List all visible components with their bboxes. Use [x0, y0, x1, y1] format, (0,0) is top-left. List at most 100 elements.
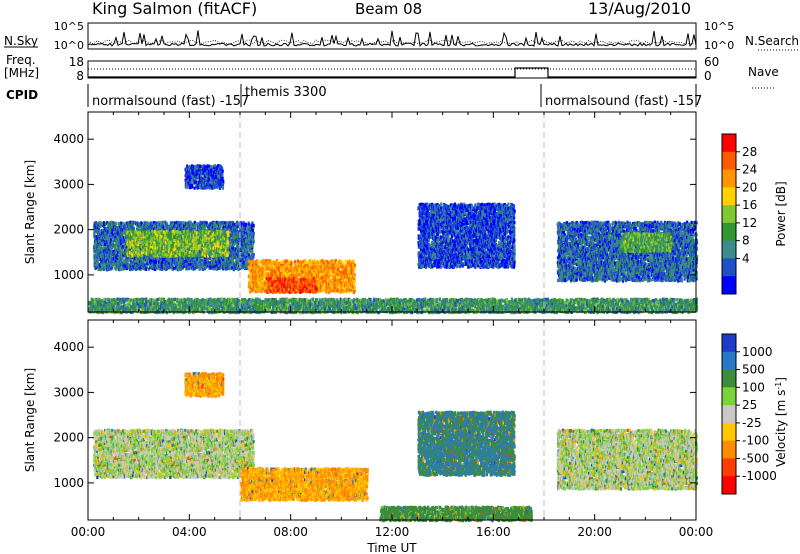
- power-cell: [156, 263, 159, 267]
- power-cell: [123, 263, 126, 267]
- power-cell: [227, 250, 230, 255]
- power-cell: [125, 257, 128, 261]
- power-cell: [115, 266, 119, 270]
- power-cell: [154, 223, 157, 227]
- cpid-segment-1: normalsound (fast) -157: [92, 94, 249, 109]
- power-cell: [101, 251, 104, 255]
- power-cell: [171, 221, 175, 225]
- station-title: King Salmon (fitACF): [92, 0, 257, 18]
- power-cell: [93, 261, 96, 265]
- power-cell: [151, 260, 154, 264]
- power-cell: [117, 233, 120, 237]
- power-cell: [97, 253, 100, 257]
- power-cell: [105, 227, 108, 231]
- nsky-trace: [87, 30, 697, 48]
- power-cell: [120, 228, 123, 232]
- power-cell: [93, 244, 96, 248]
- power-cell: [123, 230, 126, 234]
- power-cell: [200, 259, 203, 263]
- power-cell: [162, 225, 165, 229]
- power-cell: [153, 260, 156, 264]
- power-cell: [93, 254, 96, 258]
- power-cell: [148, 231, 151, 235]
- power-cell: [102, 224, 105, 228]
- power-cell: [107, 261, 110, 265]
- power-cell: [93, 232, 96, 236]
- power-cell: [113, 263, 116, 267]
- power-cell: [171, 267, 174, 271]
- power-cell: [122, 240, 125, 244]
- power-cell: [103, 234, 106, 238]
- power-cell: [102, 228, 105, 232]
- power-cell: [107, 253, 110, 257]
- power-cell: [144, 267, 147, 271]
- power-cell: [104, 231, 107, 235]
- power-cell: [111, 239, 115, 243]
- power-cell: [93, 221, 96, 225]
- power-cell: [137, 226, 140, 230]
- power-cell: [163, 260, 166, 264]
- power-cell: [140, 222, 143, 226]
- freq-unit: [MHz]: [4, 66, 39, 80]
- power-cell: [141, 225, 144, 230]
- power-cell: [107, 236, 110, 240]
- power-cell: [99, 224, 102, 229]
- power-cell: [171, 265, 175, 269]
- power-cell: [146, 261, 149, 266]
- power-cell: [98, 254, 101, 259]
- power-cell: [119, 257, 122, 261]
- power-cell: [104, 242, 107, 247]
- power-cell: [150, 256, 153, 260]
- power-cell: [144, 222, 147, 226]
- power-cell: [99, 268, 102, 272]
- power-cell: [142, 261, 145, 266]
- power-cell: [111, 233, 114, 237]
- power-cell: [109, 230, 112, 234]
- power-cell: [113, 221, 116, 225]
- power-cell: [252, 235, 255, 239]
- power-cell: [252, 238, 255, 242]
- power-cell: [98, 227, 101, 231]
- power-cell: [152, 224, 155, 228]
- power-cell: [95, 250, 98, 254]
- nave-tick-bottom: 0: [704, 69, 712, 83]
- power-cell: [113, 232, 117, 236]
- power-cell: [151, 229, 154, 233]
- power-cell: [132, 220, 135, 224]
- power-cell: [108, 243, 111, 247]
- power-cell: [191, 185, 194, 189]
- nsky-panel: N.Sky 10^5 10^0 N.Search 10^5 10^0: [4, 20, 799, 52]
- power-cell: [145, 263, 149, 267]
- power-cell: [94, 238, 97, 242]
- power-cell: [124, 223, 127, 228]
- power-cell: [110, 257, 114, 261]
- power-cell: [157, 258, 160, 262]
- power-cell: [142, 259, 145, 263]
- power-cell: [142, 267, 145, 271]
- power-cell: [110, 243, 113, 247]
- power-cell: [117, 243, 120, 247]
- power-cell: [118, 246, 121, 250]
- power-cell: [152, 258, 155, 262]
- power-cell: [100, 251, 103, 255]
- power-cell: [132, 226, 135, 230]
- power-cell: [98, 239, 101, 243]
- power-cell: [164, 226, 167, 230]
- power-cell: [137, 263, 140, 267]
- power-cell: [110, 237, 113, 241]
- power-cell: [227, 230, 230, 234]
- power-cell: [96, 226, 99, 230]
- power-cell: [101, 260, 104, 264]
- power-cell: [154, 267, 157, 271]
- power-cell: [117, 221, 120, 225]
- power-cell: [94, 259, 97, 263]
- cpid-strip: CPID normalsound (fast) -157 themis 3300…: [6, 84, 702, 109]
- power-cell: [118, 259, 121, 263]
- power-cell: [134, 267, 138, 271]
- power-cell: [100, 237, 103, 241]
- power-cell: [119, 229, 122, 233]
- nsearch-trace: [87, 39, 695, 45]
- power-cell: [113, 239, 116, 243]
- power-cell: [147, 223, 150, 227]
